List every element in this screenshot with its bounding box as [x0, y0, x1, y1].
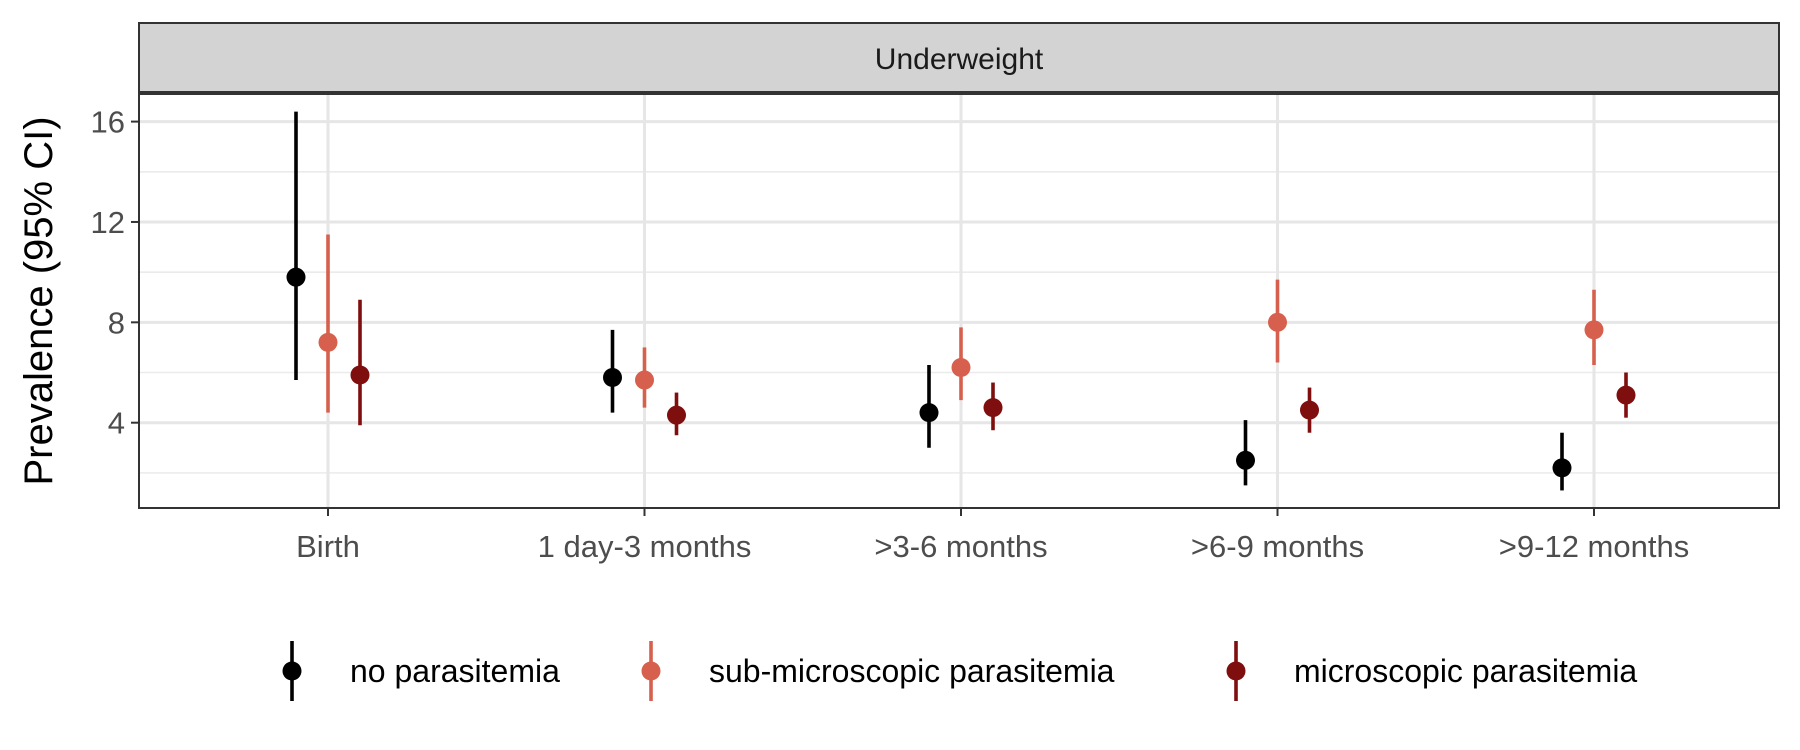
data-series: [286, 111, 1636, 491]
legend: no parasitemia sub-microscopic parasitemi…: [282, 641, 1637, 701]
data-point: [350, 365, 370, 385]
y-tick-label: 16: [91, 105, 125, 140]
panel-border: [138, 93, 1780, 509]
y-tick-label: 4: [108, 406, 125, 441]
data-point: [286, 267, 306, 287]
legend-label: sub-microscopic parasitemia: [709, 653, 1115, 689]
facet-label: Underweight: [875, 43, 1044, 76]
data-point: [318, 332, 338, 352]
data-point: [603, 368, 622, 388]
data-point: [1584, 320, 1604, 340]
x-tick-label: >6-9 months: [1191, 529, 1364, 564]
series-1: [286, 111, 1572, 491]
x-tick-label: 1 day-3 months: [538, 529, 752, 564]
x-tick-label: >3-6 months: [874, 529, 1047, 564]
data-point: [919, 403, 939, 423]
y-tick-label: 8: [108, 305, 125, 340]
data-point: [1616, 385, 1636, 405]
y-tick-label: 12: [91, 205, 125, 240]
legend-label: microscopic parasitemia: [1294, 653, 1637, 689]
data-point: [1236, 450, 1255, 470]
data-point: [1552, 458, 1572, 478]
series-2: [318, 234, 1604, 413]
data-point: [1268, 312, 1287, 332]
grid-lines: [139, 94, 1779, 508]
data-point: [635, 370, 654, 390]
x-tick-label: >9-12 months: [1499, 529, 1689, 564]
legend-key-point: [1226, 661, 1246, 681]
data-point: [667, 405, 686, 425]
data-point: [983, 398, 1003, 418]
data-point: [1300, 400, 1319, 420]
series-3: [350, 299, 1636, 436]
legend-item-2: sub-microscopic parasitemia: [641, 641, 1115, 701]
y-axis-title: Prevalence (95% CI): [17, 116, 61, 485]
legend-label: no parasitemia: [350, 653, 560, 689]
axes: 4 8 12 16 Birth 1 day-3 months >3-6 months >6-9…: [91, 105, 1690, 564]
plot-panel: [139, 94, 1779, 508]
strip-background: [138, 22, 1780, 93]
legend-item-3: microscopic parasitemia: [1226, 641, 1637, 701]
legend-key-point: [641, 661, 661, 681]
data-point: [951, 357, 971, 377]
legend-key-point: [282, 661, 302, 681]
legend-item-1: no parasitemia: [282, 641, 560, 701]
x-tick-label: Birth: [296, 529, 360, 564]
